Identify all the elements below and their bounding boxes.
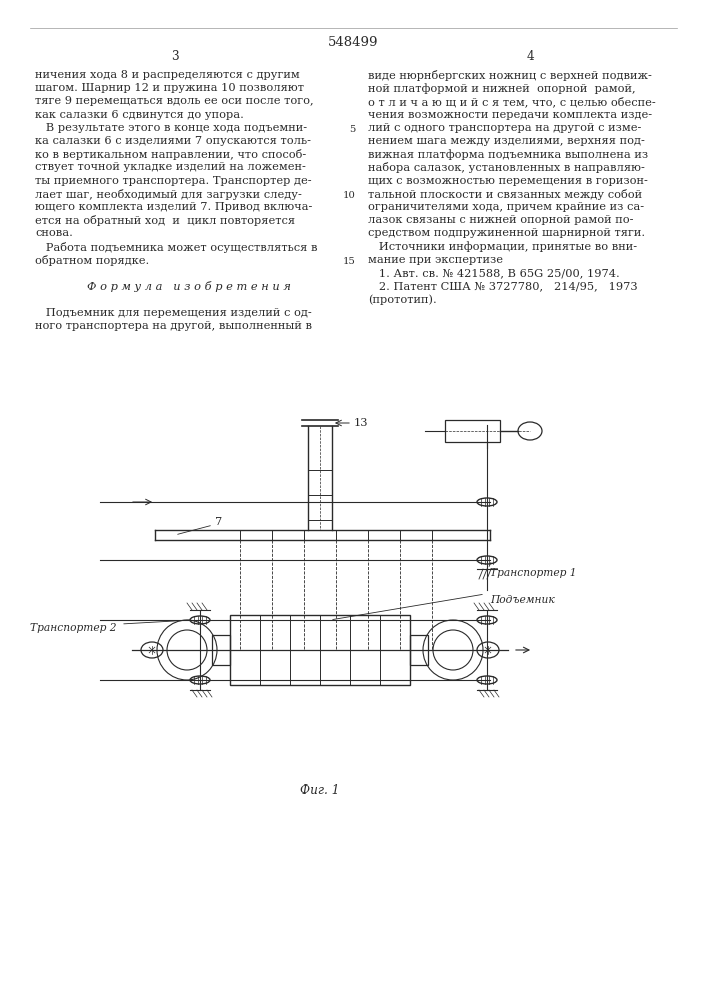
Text: нением шага между изделиями, верхняя под-: нением шага между изделиями, верхняя под… xyxy=(368,136,645,146)
Text: В результате этого в конце хода подъемни-: В результате этого в конце хода подъемни… xyxy=(35,123,307,133)
Text: Фиг. 1: Фиг. 1 xyxy=(300,784,340,796)
Text: Транспортер 1: Транспортер 1 xyxy=(490,568,576,578)
Text: ничения хода 8 и распределяются с другим: ничения хода 8 и распределяются с другим xyxy=(35,70,300,80)
Bar xyxy=(445,420,500,442)
Text: 1. Авт. св. № 421588, В 65G 25/00, 1974.: 1. Авт. св. № 421588, В 65G 25/00, 1974. xyxy=(368,268,620,278)
Text: о т л и ч а ю щ и й с я тем, что, с целью обеспе-: о т л и ч а ю щ и й с я тем, что, с цель… xyxy=(368,96,656,107)
Text: Подъемник: Подъемник xyxy=(490,595,555,605)
Bar xyxy=(230,615,410,685)
Text: средством подпружиненной шарнирной тяги.: средством подпружиненной шарнирной тяги. xyxy=(368,228,645,238)
Text: обратном порядке.: обратном порядке. xyxy=(35,255,149,266)
Text: тяге 9 перемещаться вдоль ее оси после того,: тяге 9 перемещаться вдоль ее оси после т… xyxy=(35,96,314,106)
Text: ющего комплекта изделий 7. Привод включа-: ющего комплекта изделий 7. Привод включа… xyxy=(35,202,312,212)
Text: 10: 10 xyxy=(343,191,356,200)
Text: 548499: 548499 xyxy=(328,35,378,48)
Text: лазок связаны с нижней опорной рамой по-: лазок связаны с нижней опорной рамой по- xyxy=(368,215,633,225)
Bar xyxy=(212,635,230,665)
Text: лий с одного транспортера на другой с изме-: лий с одного транспортера на другой с из… xyxy=(368,123,641,133)
Text: набора салазок, установленных в направляю-: набора салазок, установленных в направля… xyxy=(368,162,645,173)
Text: 13: 13 xyxy=(354,418,368,428)
Text: снова.: снова. xyxy=(35,228,73,238)
Text: 5: 5 xyxy=(350,125,356,134)
Text: 4: 4 xyxy=(526,50,534,64)
Text: как салазки 6 сдвинутся до упора.: как салазки 6 сдвинутся до упора. xyxy=(35,110,244,120)
Text: (прототип).: (прототип). xyxy=(368,294,437,305)
Text: 7: 7 xyxy=(215,517,222,527)
Text: вижная платформа подъемника выполнена из: вижная платформа подъемника выполнена из xyxy=(368,149,648,160)
Text: Источники информации, принятые во вни-: Источники информации, принятые во вни- xyxy=(368,242,637,252)
Bar xyxy=(410,635,428,665)
Text: Работа подъемника может осуществляться в: Работа подъемника может осуществляться в xyxy=(35,242,317,253)
Text: ограничителями хода, причем крайние из са-: ограничителями хода, причем крайние из с… xyxy=(368,202,644,212)
Text: 2. Патент США № 3727780,   214/95,   1973: 2. Патент США № 3727780, 214/95, 1973 xyxy=(368,281,638,291)
Text: ствует точной укладке изделий на ложемен-: ствует точной укладке изделий на ложемен… xyxy=(35,162,306,172)
Text: 3: 3 xyxy=(171,50,179,64)
Text: 15: 15 xyxy=(343,257,356,266)
Text: лает шаг, необходимый для загрузки следу-: лает шаг, необходимый для загрузки следу… xyxy=(35,189,302,200)
Text: ка салазки 6 с изделиями 7 опускаются толь-: ка салазки 6 с изделиями 7 опускаются то… xyxy=(35,136,311,146)
Text: Транспортер 2: Транспортер 2 xyxy=(30,623,116,633)
Text: ко в вертикальном направлении, что способ-: ко в вертикальном направлении, что спосо… xyxy=(35,149,306,160)
Text: шагом. Шарнир 12 и пружина 10 позволяют: шагом. Шарнир 12 и пружина 10 позволяют xyxy=(35,83,304,93)
Text: ного транспортера на другой, выполненный в: ного транспортера на другой, выполненный… xyxy=(35,321,312,331)
Text: ется на обратный ход  и  цикл повторяется: ется на обратный ход и цикл повторяется xyxy=(35,215,295,226)
Text: виде нюрнбергских ножниц с верхней подвиж-: виде нюрнбергских ножниц с верхней подви… xyxy=(368,70,652,81)
Text: тальной плоскости и связанных между собой: тальной плоскости и связанных между собо… xyxy=(368,189,642,200)
Text: щих с возможностью перемещения в горизон-: щих с возможностью перемещения в горизон… xyxy=(368,176,648,186)
Text: Подъемник для перемещения изделий с од-: Подъемник для перемещения изделий с од- xyxy=(35,308,312,318)
Text: чения возможности передачи комплекта изде-: чения возможности передачи комплекта изд… xyxy=(368,110,652,120)
Text: ной платформой и нижней  опорной  рамой,: ной платформой и нижней опорной рамой, xyxy=(368,83,636,94)
Text: ты приемного транспортера. Транспортер де-: ты приемного транспортера. Транспортер д… xyxy=(35,176,312,186)
Text: мание при экспертизе: мание при экспертизе xyxy=(368,255,503,265)
Text: Ф о р м у л а   и з о б р е т е н и я: Ф о р м у л а и з о б р е т е н и я xyxy=(86,281,291,292)
